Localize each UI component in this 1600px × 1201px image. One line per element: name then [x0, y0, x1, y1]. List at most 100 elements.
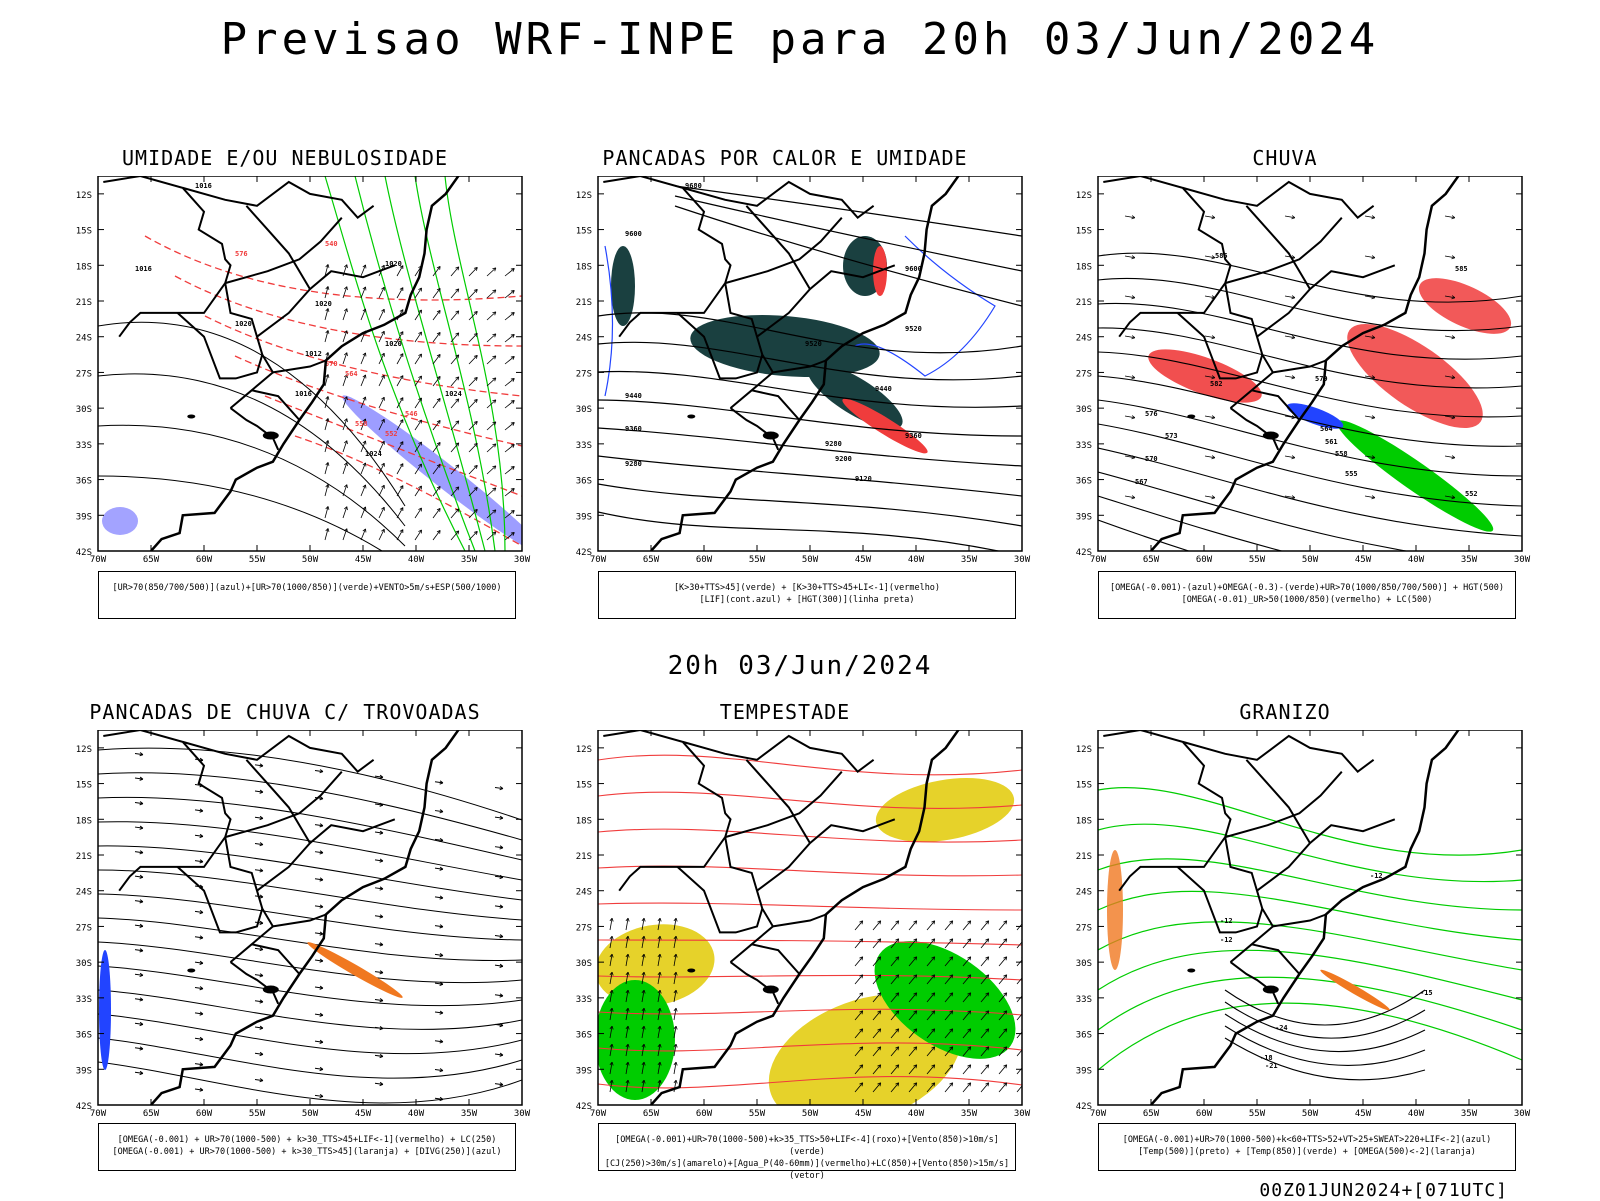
wind-vector	[432, 464, 441, 475]
lon-label: 30W	[514, 555, 531, 565]
wind-vector	[468, 531, 478, 541]
wind-vector	[504, 400, 515, 409]
lat-label: 12S	[576, 191, 592, 201]
panel-title: GRANIZO	[1239, 700, 1331, 724]
wind-vector	[432, 288, 441, 299]
contour-label: 1016	[295, 390, 312, 398]
wind-vector	[1284, 415, 1295, 419]
contour-label: 9280	[625, 460, 642, 468]
height-line	[598, 511, 1002, 551]
lat-label: 42S	[1076, 1102, 1092, 1112]
height-line	[1098, 327, 1522, 389]
humidity-line	[354, 176, 476, 551]
wind-vector	[872, 1028, 882, 1039]
humidity-area	[102, 507, 138, 535]
wind-vector	[414, 419, 422, 431]
lat-label: 21S	[576, 298, 592, 308]
wind-vector	[609, 1080, 613, 1093]
lon-label: 35W	[1461, 555, 1478, 565]
lat-label: 33S	[76, 441, 92, 451]
wind-vector	[432, 310, 441, 321]
wind-vector	[434, 1097, 443, 1100]
wind-vector	[434, 867, 443, 870]
wind-vector	[468, 443, 478, 453]
wind-vector	[657, 1044, 661, 1057]
border-line	[745, 759, 811, 844]
wind-vector	[504, 312, 515, 321]
instability-area	[307, 942, 403, 998]
panel-title: CHUVA	[1252, 146, 1318, 170]
lon-label: 30W	[514, 1109, 531, 1119]
wind-vector	[375, 1111, 383, 1112]
streamline	[98, 965, 522, 1007]
wind-vector	[872, 992, 882, 1003]
temp850-line	[1098, 823, 1522, 883]
lifted-index-line	[604, 245, 614, 397]
wind-vector	[980, 1064, 990, 1075]
border-line	[1224, 836, 1275, 963]
border-line	[272, 913, 327, 928]
pressure-line	[98, 475, 383, 551]
border-line	[745, 205, 811, 290]
wind-vector	[1444, 415, 1455, 419]
border-line	[1251, 943, 1301, 975]
lat-label: 24S	[576, 888, 592, 898]
lat-label: 30S	[1076, 959, 1092, 969]
lat-label: 18S	[1076, 816, 1092, 826]
wind-vector	[432, 266, 441, 277]
border-line	[1251, 389, 1301, 421]
lat-label: 33S	[576, 441, 592, 451]
wind-vector	[625, 1008, 629, 1021]
streamline	[598, 754, 1022, 776]
lat-label: 30S	[576, 959, 592, 969]
wind-vector	[378, 507, 385, 519]
wind-vector	[962, 1064, 972, 1075]
wind-vector	[254, 1078, 263, 1082]
coastline	[650, 176, 960, 551]
wind-vector	[432, 354, 441, 365]
lat-label: 30S	[76, 959, 92, 969]
wind-vector	[657, 1080, 661, 1093]
wind-vector	[944, 920, 954, 931]
lon-label: 60W	[1196, 555, 1213, 565]
wind-vector	[432, 486, 441, 497]
wind-vector	[1204, 295, 1215, 299]
contour-label: 558	[355, 420, 368, 428]
lat-label: 18S	[1076, 262, 1092, 272]
wind-vector	[314, 905, 323, 908]
wind-vector	[360, 462, 366, 475]
wind-vector	[1124, 215, 1135, 219]
streamline	[98, 893, 522, 941]
lat-label: 15S	[576, 781, 592, 791]
contour-label: 576	[235, 250, 248, 258]
lon-label: 30W	[1514, 1109, 1531, 1119]
wind-vector	[360, 374, 366, 387]
wind-vector	[378, 419, 385, 431]
wind-vector	[625, 1080, 629, 1093]
streamline	[598, 974, 1022, 981]
lat-label: 24S	[1076, 334, 1092, 344]
temp850-line	[1098, 976, 1522, 1031]
lat-label: 39S	[76, 512, 92, 522]
wind-vector	[360, 528, 366, 541]
wind-vector	[625, 936, 629, 949]
border-line	[724, 282, 775, 409]
lat-label: 27S	[1076, 923, 1092, 933]
wind-vector	[908, 938, 918, 949]
wind-vector	[1204, 255, 1215, 259]
lat-label: 18S	[576, 262, 592, 272]
panel-legend: [OMEGA(-0.001)+UR>70(1000-500)+k<60+TTS>…	[1098, 1123, 1516, 1171]
streamline	[98, 1037, 522, 1079]
wind-vector	[998, 974, 1008, 985]
lon-label: 60W	[196, 1109, 213, 1119]
wind-vector	[374, 775, 383, 778]
lon-label: 50W	[302, 1109, 319, 1119]
wind-vector	[468, 355, 478, 365]
coastline	[1150, 730, 1460, 1105]
wind-vector	[414, 353, 422, 365]
wind-vector	[854, 956, 864, 967]
wind-vector	[432, 332, 441, 343]
wind-vector	[962, 1028, 972, 1039]
wind-vector	[657, 972, 661, 985]
